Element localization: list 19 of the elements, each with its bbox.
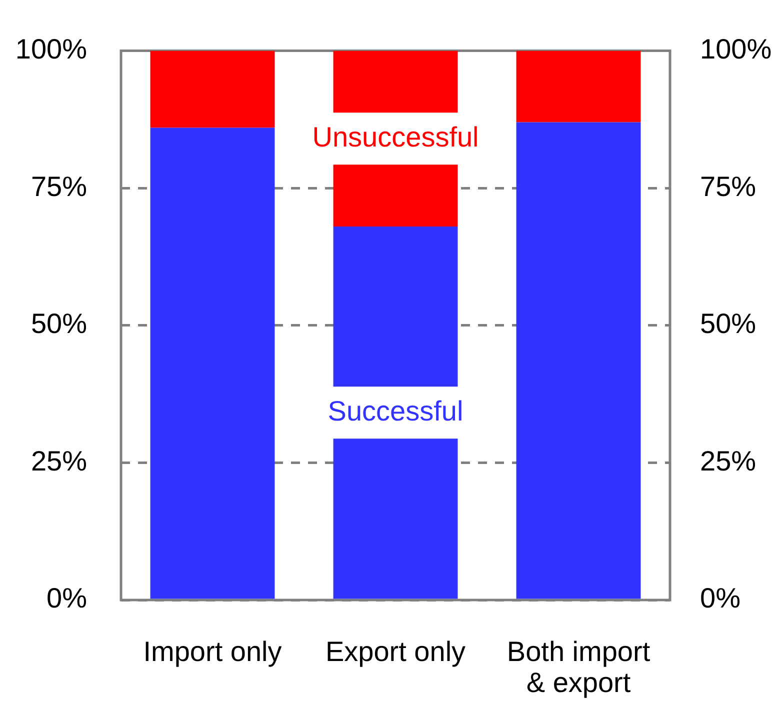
bar: [150, 50, 275, 128]
y2-tick-label: 0%: [700, 582, 740, 614]
x-tick-label: Export only: [325, 636, 466, 668]
y-tick-label: 100%: [15, 34, 87, 65]
x-tick-label: Import only: [143, 636, 282, 668]
y-tick-label: 0%: [46, 582, 87, 614]
y2-tick-label: 100%: [700, 34, 772, 65]
y2-tick-label: 25%: [700, 445, 756, 476]
x-tick-label: Both import & export: [506, 636, 650, 698]
bar: [516, 122, 641, 599]
y-tick-label: 25%: [30, 445, 87, 476]
series-label: Successful: [328, 395, 464, 426]
series-label: Unsuccessful: [312, 121, 479, 152]
bar: [516, 50, 641, 122]
bar: [150, 128, 275, 599]
y-tick-label: 50%: [30, 308, 87, 340]
y2-tick-label: 50%: [700, 308, 756, 340]
y2-tick-label: 75%: [700, 170, 756, 202]
y-tick-label: 75%: [30, 170, 87, 202]
